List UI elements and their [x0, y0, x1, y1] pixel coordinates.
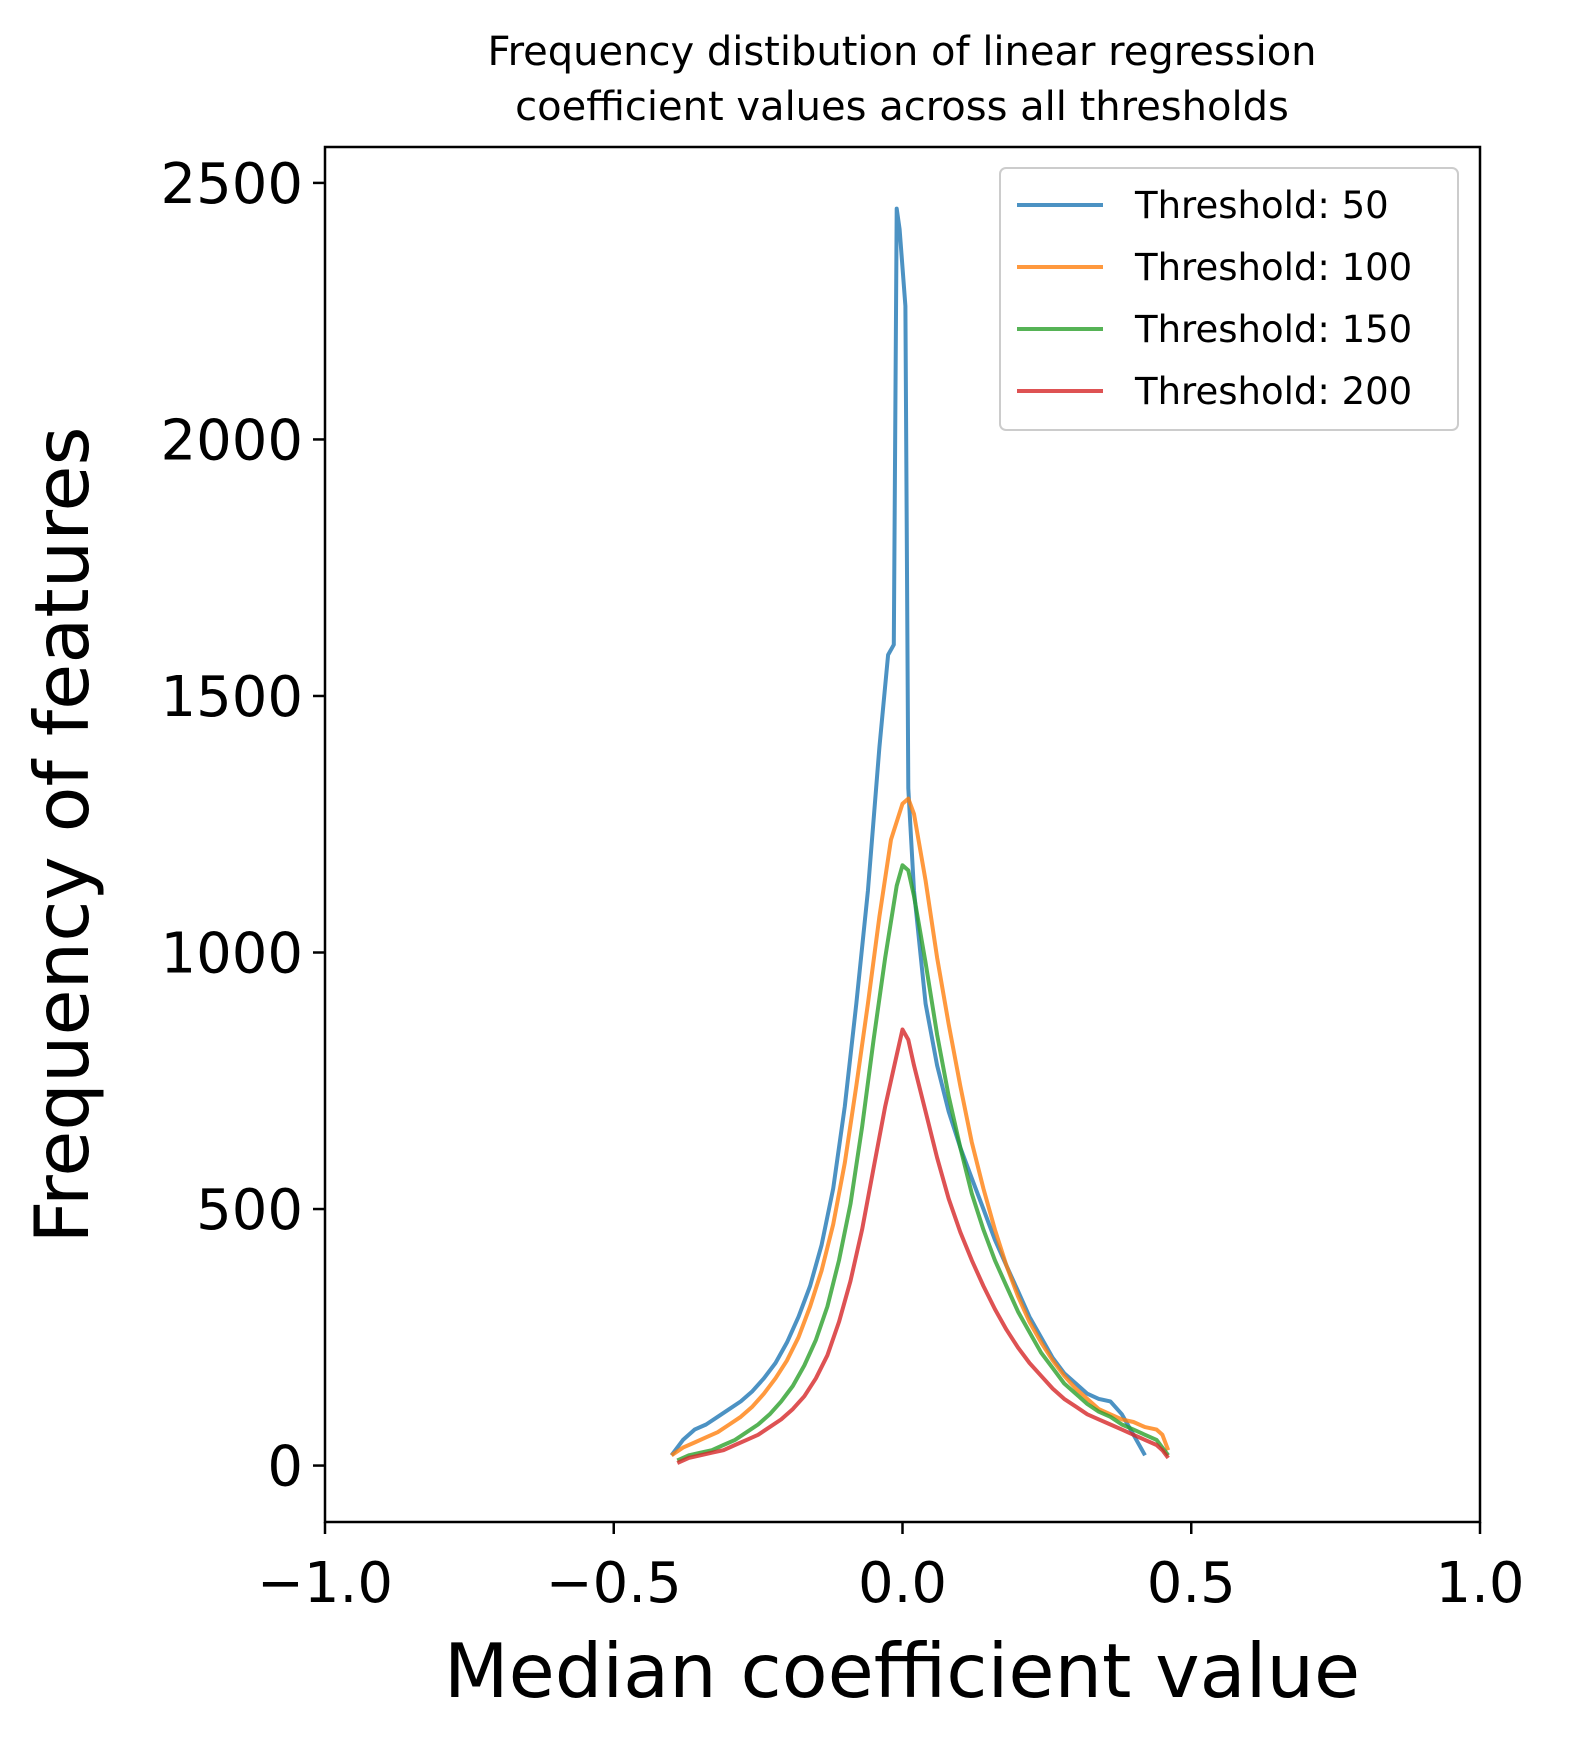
y-axis-ticks: 0 500 1000 1500 2000 2500 — [160, 152, 325, 1500]
legend: Threshold: 50 Threshold: 100 Threshold: 15… — [999, 167, 1459, 431]
y-tick-label: 2500 — [160, 152, 303, 217]
series-line-4 — [676, 1027, 1170, 1465]
series-line-2 — [670, 796, 1171, 1457]
y-tick-label: 1500 — [160, 665, 303, 730]
x-tick-label: 0.5 — [1147, 1551, 1236, 1616]
legend-entry-2: Threshold: 100 — [1134, 246, 1412, 289]
series-layer — [669, 206, 1171, 1465]
chart-title: Frequency distibution of linear regressi… — [487, 29, 1316, 130]
y-tick-label: 1000 — [160, 922, 303, 987]
x-tick-label: 1.0 — [1435, 1551, 1524, 1616]
legend-entry-4: Threshold: 200 — [1134, 370, 1412, 413]
y-tick-label: 0 — [267, 1435, 303, 1500]
x-tick-label: −1.0 — [257, 1551, 393, 1616]
chart-title-line-1: Frequency distibution of linear regressi… — [487, 29, 1316, 75]
series-line-3 — [676, 863, 1170, 1463]
x-axis-label: Median coefficient value — [444, 1627, 1360, 1715]
legend-box — [999, 167, 1459, 431]
y-tick-label: 2000 — [160, 408, 303, 473]
y-tick-label: 500 — [196, 1178, 303, 1243]
legend-entry-1: Threshold: 50 — [1134, 184, 1389, 227]
legend-entry-3: Threshold: 150 — [1134, 308, 1412, 351]
chart-title-line-2: coefficient values across all thresholds — [515, 84, 1289, 130]
y-axis-label: Frequency of features — [18, 426, 106, 1243]
x-tick-label: 0.0 — [858, 1551, 947, 1616]
x-axis-ticks: −1.0 −0.5 0.0 0.5 1.0 — [257, 1522, 1525, 1616]
x-tick-label: −0.5 — [546, 1551, 682, 1616]
